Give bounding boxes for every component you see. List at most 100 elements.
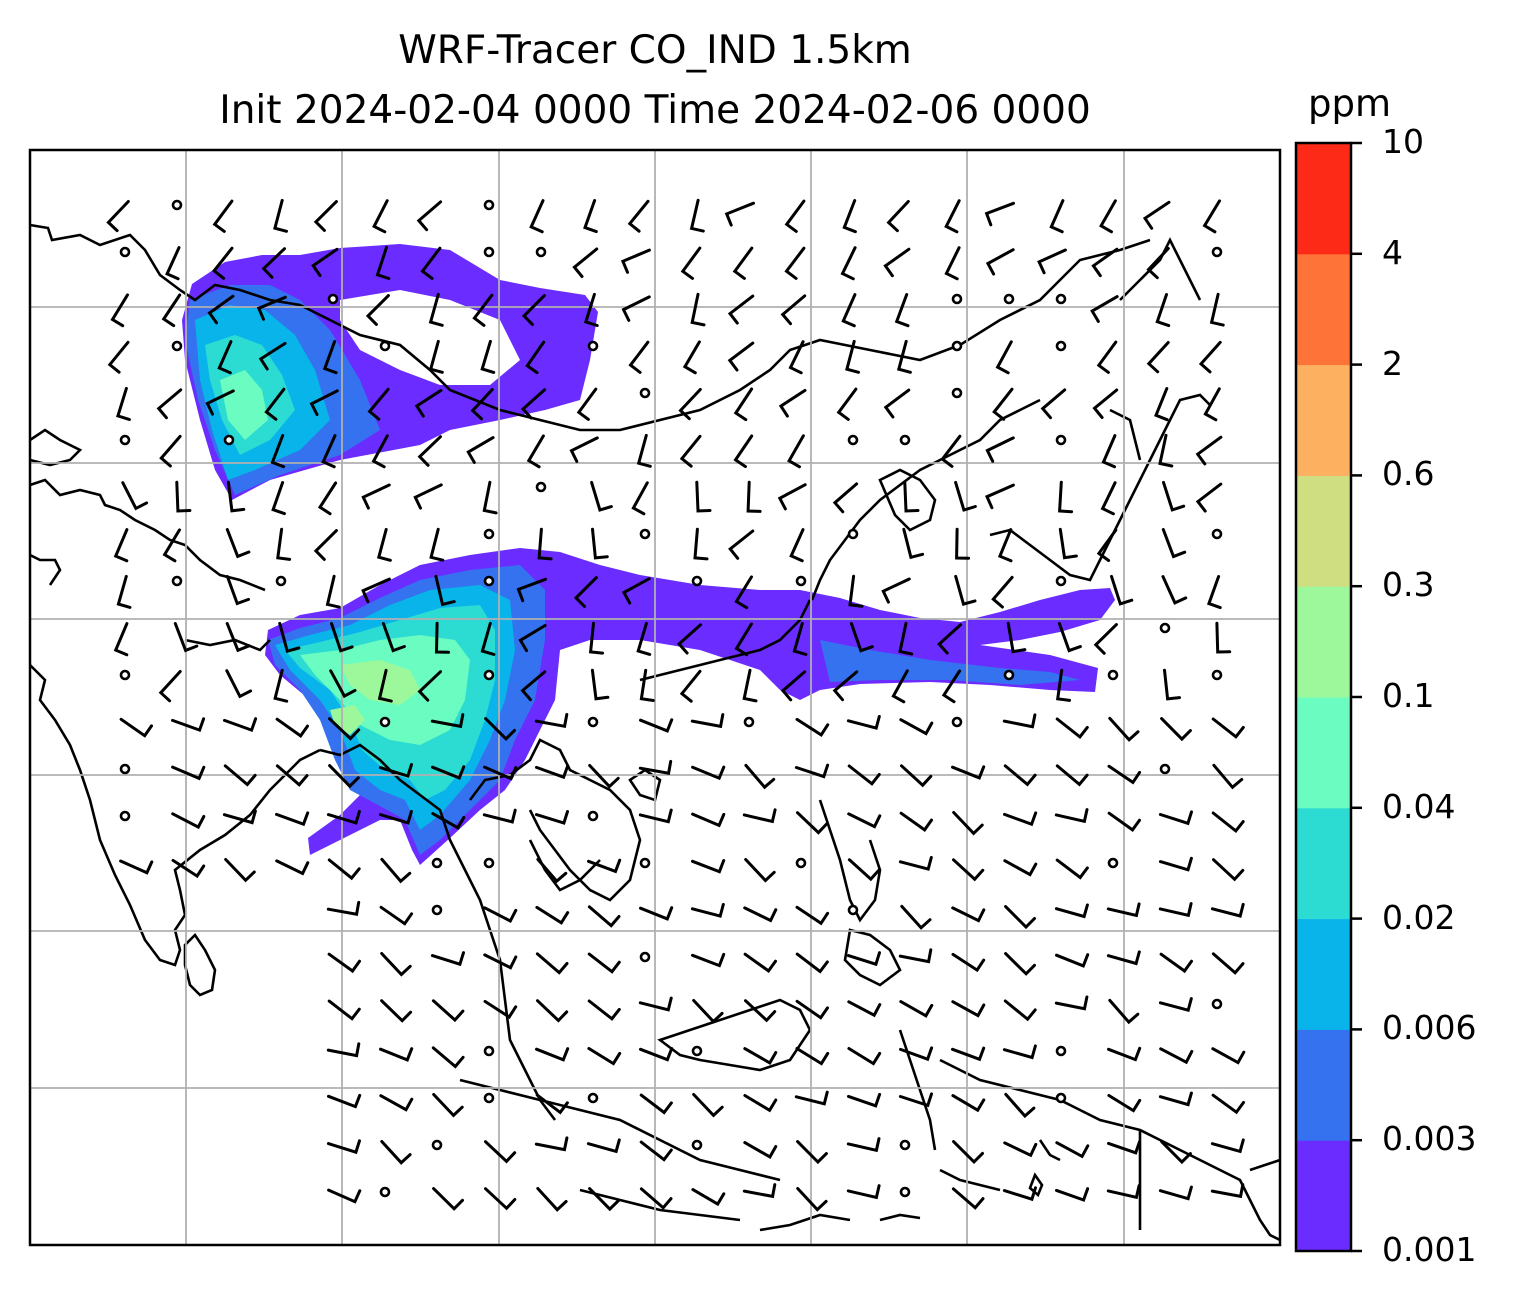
calm-wind-circle: [483, 199, 495, 211]
wind-barb: [270, 434, 286, 469]
wind-barb: [1211, 1047, 1246, 1065]
wind-barb: [639, 1093, 673, 1115]
wind-barb: [1093, 623, 1118, 655]
wind-barb: [434, 621, 450, 654]
wind-barb: [113, 622, 129, 657]
wind-barb: [636, 621, 652, 656]
wind-barb: [482, 808, 517, 824]
wind-barb: [569, 436, 599, 463]
wind-barb: [997, 528, 1013, 563]
wind-barb: [587, 952, 621, 974]
wind-barb: [586, 1138, 621, 1154]
wind-barb: [1203, 387, 1221, 422]
wind-barb: [1055, 717, 1089, 740]
wind-barbs: [106, 198, 1246, 1212]
wind-barb: [742, 808, 777, 824]
wind-barb: [795, 1047, 830, 1066]
wind-barb: [847, 858, 881, 882]
calm-wind-circle: [951, 293, 963, 305]
wind-barb: [480, 621, 496, 656]
wind-barb: [788, 340, 805, 375]
colorbar-tick-label: 2: [1382, 343, 1403, 383]
wind-barb: [742, 668, 758, 703]
wind-barb: [744, 999, 777, 1023]
wind-barb: [529, 199, 545, 234]
chart-title-line2: Init 2024-02-04 0000 Time 2024-02-06 000…: [219, 88, 1091, 133]
wind-barb: [379, 1047, 414, 1062]
wind-barb: [309, 389, 339, 416]
wind-barb: [106, 200, 130, 233]
wind-barb: [1110, 574, 1134, 606]
wind-barb: [639, 1047, 674, 1062]
colorbar-band: [1296, 586, 1351, 698]
wind-barb: [326, 900, 361, 916]
wind-barb: [466, 436, 495, 464]
wind-barb: [1160, 1140, 1192, 1165]
wind-barb: [841, 293, 857, 328]
wind-barb: [367, 387, 390, 421]
wind-barb: [535, 764, 570, 780]
wind-barb: [223, 764, 257, 787]
wind-barb: [1212, 858, 1245, 882]
wind-barb: [691, 952, 726, 968]
wind-barb: [365, 294, 390, 326]
wind-barb: [536, 999, 569, 1023]
wind-barb: [1159, 1047, 1194, 1065]
wind-barb: [1211, 811, 1245, 834]
wind-barb: [690, 292, 706, 327]
calm-wind-circle: [223, 434, 235, 446]
wind-barb: [1101, 434, 1117, 469]
wind-barb: [587, 905, 621, 928]
calm-wind-circle: [899, 1186, 911, 1198]
wind-barb: [1107, 1094, 1142, 1113]
calm-wind-circle: [1055, 575, 1067, 587]
wind-barb: [621, 295, 651, 322]
colorbar-band: [1296, 807, 1351, 920]
calm-wind-circle: [483, 669, 495, 681]
wind-barb: [941, 669, 962, 704]
wind-barb: [985, 483, 1015, 510]
wind-barb: [173, 622, 199, 653]
wind-barb: [379, 905, 414, 926]
wind-barb: [900, 904, 932, 930]
colorbar-band: [1296, 475, 1351, 587]
wind-barb: [636, 433, 652, 468]
wind-barb: [535, 905, 570, 925]
wind-barb: [732, 246, 754, 280]
wind-barb: [1057, 622, 1082, 653]
wind-barb: [1108, 716, 1140, 742]
wind-barb: [734, 575, 753, 610]
wind-barb: [743, 1094, 778, 1113]
wind-barb: [276, 527, 292, 561]
wind-barb: [676, 623, 703, 655]
wind-barb: [692, 999, 724, 1024]
wind-barb: [212, 199, 234, 233]
wind-barb: [116, 386, 131, 421]
wind-barb: [639, 1140, 673, 1162]
calm-wind-circle: [1107, 857, 1119, 869]
wind-barb: [1096, 528, 1118, 562]
wind-barb: [535, 1093, 569, 1115]
wind-barb: [691, 765, 726, 781]
wind-barb: [742, 1183, 777, 1199]
plume-northwest-hole: [340, 290, 520, 385]
wind-barb: [121, 481, 149, 511]
calm-wind-circle: [1055, 340, 1067, 352]
wind-barb: [631, 481, 649, 516]
colorbar-bands: [1296, 143, 1351, 1252]
wind-barb: [1037, 248, 1067, 275]
wind-barb: [429, 527, 445, 562]
wind-barb: [1054, 995, 1089, 1011]
wind-barb: [1040, 388, 1067, 420]
wind-barb: [1211, 717, 1245, 739]
wind-barb: [832, 482, 859, 514]
wind-barb: [417, 670, 442, 702]
wind-barb: [420, 246, 442, 280]
calm-wind-circle: [587, 340, 599, 352]
calm-wind-circle: [483, 1045, 495, 1057]
wind-barb: [376, 527, 392, 562]
wind-barb: [883, 388, 911, 419]
colorbar-band: [1296, 253, 1351, 366]
wind-barb: [896, 339, 912, 374]
